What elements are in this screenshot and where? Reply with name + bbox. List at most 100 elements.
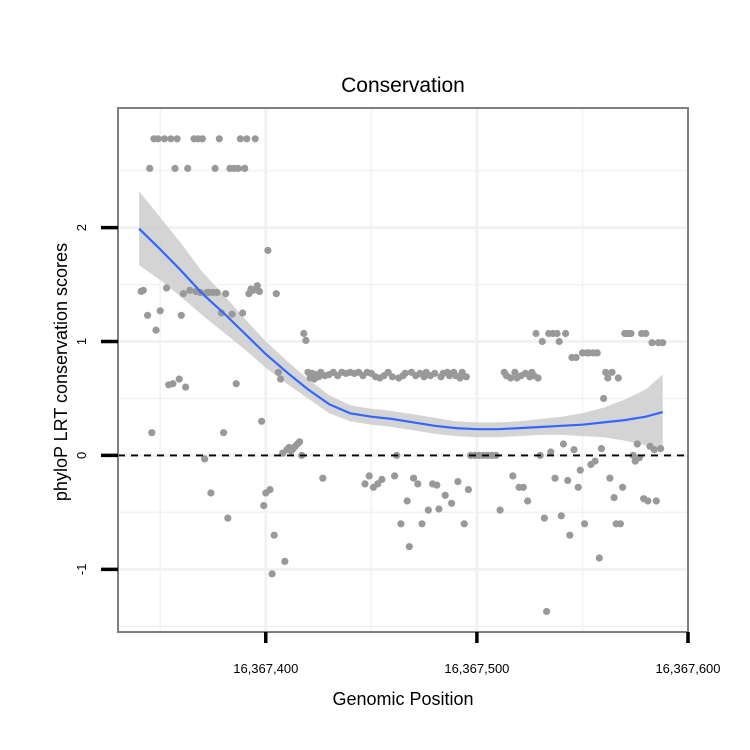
data-point [557, 512, 565, 520]
data-point [220, 429, 228, 437]
data-point [300, 329, 308, 338]
data-point [184, 164, 192, 172]
y-tick-label: 0 [74, 452, 89, 459]
data-point [540, 514, 549, 522]
data-point [610, 494, 618, 502]
data-point [570, 446, 578, 454]
data-point [296, 438, 304, 446]
data-point [274, 368, 282, 376]
data-point [564, 476, 572, 485]
data-point [629, 451, 637, 459]
data-point [154, 135, 162, 143]
data-point [186, 286, 194, 294]
data-point [239, 309, 247, 317]
plot-area [117, 107, 689, 633]
data-point [255, 287, 263, 295]
data-point [403, 497, 411, 505]
y-tick-label: 2 [74, 224, 89, 231]
data-point [388, 373, 396, 381]
data-point [201, 455, 209, 463]
data-point [378, 475, 386, 483]
data-point [253, 282, 261, 290]
data-point [652, 497, 660, 505]
data-point [302, 336, 310, 344]
data-point [633, 440, 641, 448]
data-point [591, 457, 599, 465]
data-point [627, 329, 635, 338]
data-point [146, 164, 154, 172]
data-point [559, 440, 568, 448]
data-point [277, 375, 285, 383]
data-point [509, 472, 517, 480]
data-point [156, 307, 164, 315]
data-point [576, 466, 584, 474]
chart-title: Conservation [341, 74, 465, 97]
data-point [534, 374, 542, 382]
data-point [608, 368, 616, 376]
data-point [173, 135, 181, 143]
data-point [433, 481, 441, 489]
data-point [519, 483, 527, 491]
data-point [401, 369, 409, 377]
data-point [460, 520, 468, 528]
data-point [268, 570, 276, 578]
data-point [602, 368, 610, 376]
data-point [644, 497, 652, 505]
data-point [169, 380, 177, 388]
data-point [258, 417, 266, 425]
data-point [511, 368, 519, 376]
data-point [361, 480, 369, 488]
x-axis-label: Genomic Position [332, 689, 473, 709]
data-point [454, 478, 462, 486]
data-point [243, 135, 251, 143]
data-point [232, 380, 240, 388]
data-point [365, 472, 373, 480]
data-point [319, 474, 327, 482]
data-point [574, 483, 582, 491]
data-point [532, 329, 540, 338]
data-point [650, 446, 658, 454]
plot-background [118, 108, 688, 632]
data-point [182, 383, 190, 391]
data-point [207, 489, 215, 497]
data-point [144, 311, 152, 319]
data-point [397, 520, 405, 528]
data-point [222, 290, 230, 298]
data-point [281, 557, 289, 566]
data-point [566, 531, 574, 539]
data-point [410, 474, 418, 482]
data-point [435, 505, 443, 513]
data-point [507, 374, 515, 382]
data-point [236, 135, 244, 143]
data-point [148, 429, 156, 437]
data-point [464, 486, 472, 494]
data-point [139, 286, 147, 294]
data-point [384, 368, 392, 376]
data-point [213, 288, 221, 297]
data-point [543, 607, 551, 616]
data-point [616, 520, 625, 528]
data-point [260, 502, 268, 510]
data-point [659, 339, 667, 347]
data-point [266, 486, 274, 494]
data-point [431, 369, 439, 377]
data-point [160, 135, 168, 143]
data-point [405, 543, 413, 551]
data-point [648, 339, 656, 347]
y-tick-label: -1 [74, 564, 89, 576]
data-point [551, 474, 559, 482]
data-point [600, 394, 608, 403]
data-point [198, 135, 206, 143]
data-point [215, 135, 223, 143]
x-tick-label: 16,367,400 [233, 661, 298, 676]
plot-border [117, 107, 689, 633]
data-point [167, 135, 175, 143]
data-point [581, 520, 589, 528]
data-point [175, 375, 183, 383]
data-point [606, 474, 614, 482]
data-point [614, 374, 622, 382]
data-point [448, 499, 456, 507]
data-point [414, 480, 422, 488]
data-point [163, 284, 171, 292]
